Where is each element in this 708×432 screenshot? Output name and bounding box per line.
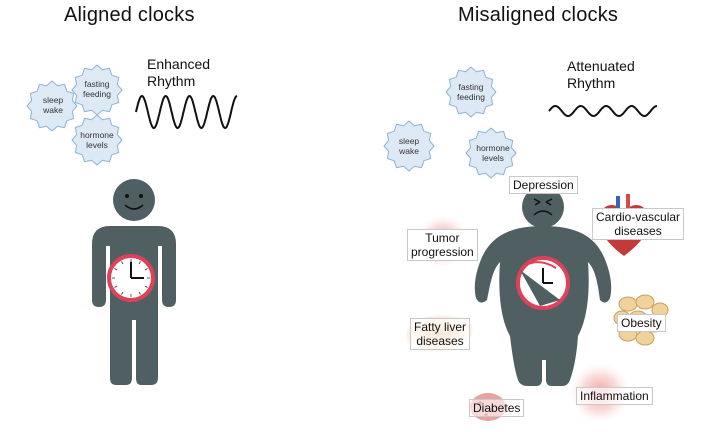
fatty-liver-label: Fatty liver diseases xyxy=(410,318,471,350)
cardio-vascular-label: Cardio-vascular diseases xyxy=(592,208,685,240)
attenuated-rhythm-label: Attenuated Rhythm xyxy=(567,58,635,91)
depression-label: Depression xyxy=(509,176,578,194)
tumor-progression-label: Tumor progression xyxy=(407,229,478,261)
diabetes-label: Diabetes xyxy=(469,399,525,417)
smiley-face-icon xyxy=(124,194,144,210)
misaligned-title: Misaligned clocks xyxy=(458,4,619,26)
inflammation-label: Inflammation xyxy=(576,387,653,405)
gear-label-hormone-levels-left: hormone levels xyxy=(80,130,114,150)
obesity-label: Obesity xyxy=(617,314,666,332)
head-happy xyxy=(113,179,155,221)
gear-sleep-wake-left-icon xyxy=(26,80,78,132)
gear-label-fasting-feeding-right: fasting feeding xyxy=(457,82,485,102)
attenuated-rhythm-wave xyxy=(548,104,658,118)
enhanced-rhythm-label: Enhanced Rhythm xyxy=(147,56,211,89)
gear-hormone-levels-right-icon xyxy=(465,127,517,179)
enhanced-rhythm-wave xyxy=(135,94,238,130)
gear-fasting-feeding-right-icon xyxy=(445,66,497,118)
broken-clock-icon xyxy=(516,256,570,310)
gear-label-sleep-wake-right: sleep wake xyxy=(398,136,420,156)
gear-fasting-feeding-left-icon xyxy=(71,64,123,116)
clock-icon xyxy=(107,254,155,302)
gear-label-hormone-levels-right: hormone levels xyxy=(476,143,510,163)
aligned-title: Aligned clocks xyxy=(64,4,195,26)
gear-label-sleep-wake-left: sleep wake xyxy=(42,95,64,115)
gear-sleep-wake-right-icon xyxy=(383,120,435,172)
gear-hormone-levels-left-icon xyxy=(71,114,123,166)
gear-label-fasting-feeding-left: fasting feeding xyxy=(83,79,111,99)
sad-face-icon xyxy=(533,198,553,216)
